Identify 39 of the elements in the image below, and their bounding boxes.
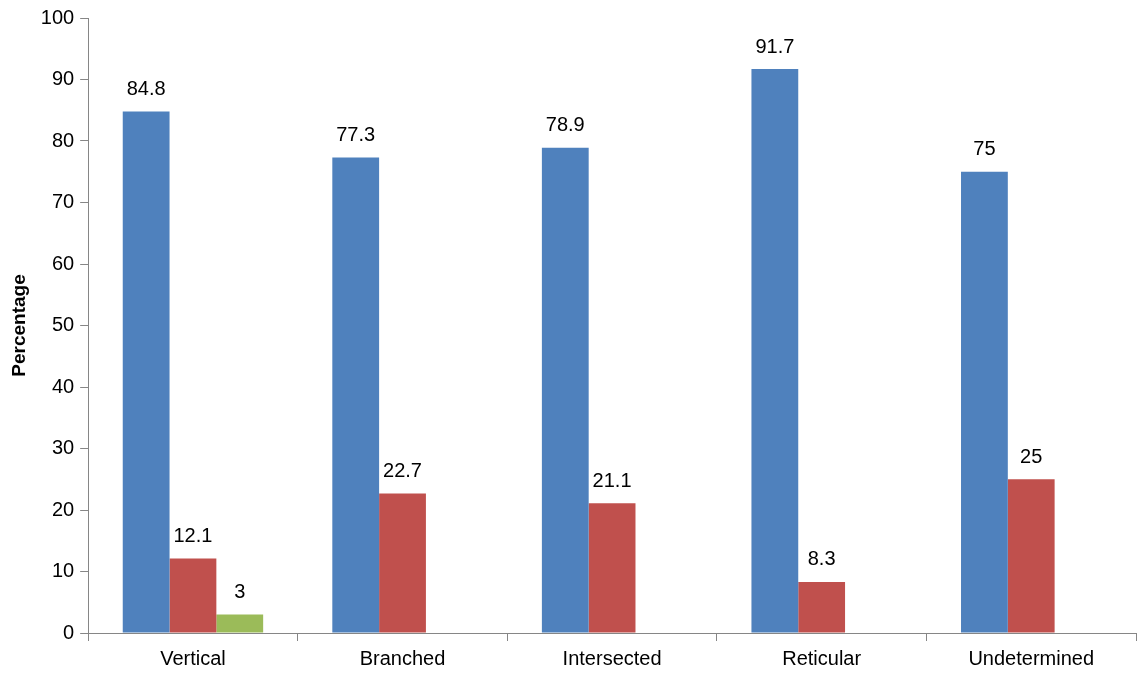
bar bbox=[961, 171, 1008, 633]
y-axis-title: Percentage bbox=[7, 274, 29, 377]
y-tick-label: 30 bbox=[51, 436, 75, 459]
bar bbox=[798, 581, 846, 633]
y-tick-label: 50 bbox=[51, 313, 75, 336]
y-tick-label: 60 bbox=[51, 251, 75, 274]
data-label: 22.7 bbox=[383, 458, 422, 481]
data-label: 84.8 bbox=[126, 77, 166, 99]
data-label: 3 bbox=[234, 580, 246, 603]
bar bbox=[588, 503, 636, 633]
x-tick-label: Vertical bbox=[160, 646, 226, 669]
data-label: 21.1 bbox=[592, 468, 632, 491]
bar bbox=[122, 111, 170, 633]
data-label: 8.3 bbox=[807, 547, 836, 570]
y-tick-label: 40 bbox=[51, 374, 75, 397]
x-tick-label: Intersected bbox=[562, 646, 662, 669]
data-label: 25 bbox=[1020, 444, 1043, 467]
y-tick-label: 70 bbox=[51, 190, 75, 213]
y-tick-label: 80 bbox=[51, 128, 75, 151]
bar bbox=[541, 147, 589, 633]
data-label: 12.1 bbox=[173, 524, 213, 547]
x-tick-label: Branched bbox=[359, 646, 446, 669]
y-tick-label: 100 bbox=[40, 5, 75, 28]
bar bbox=[751, 69, 799, 633]
y-tick-label: 0 bbox=[63, 620, 75, 643]
data-label: 75 bbox=[973, 137, 996, 160]
data-label: 77.3 bbox=[336, 123, 376, 146]
data-label: 91.7 bbox=[755, 34, 795, 57]
bar bbox=[332, 157, 380, 633]
y-tick-label: 10 bbox=[51, 559, 75, 582]
bar bbox=[169, 558, 217, 633]
y-tick-label: 90 bbox=[51, 67, 75, 90]
bar bbox=[216, 614, 264, 633]
y-tick-label: 20 bbox=[51, 497, 75, 520]
x-tick-label: Undetermined bbox=[968, 646, 1095, 669]
bar bbox=[379, 493, 426, 633]
x-tick-label: Reticular bbox=[782, 646, 862, 669]
data-label: 78.9 bbox=[545, 113, 585, 136]
bar bbox=[1007, 479, 1055, 633]
